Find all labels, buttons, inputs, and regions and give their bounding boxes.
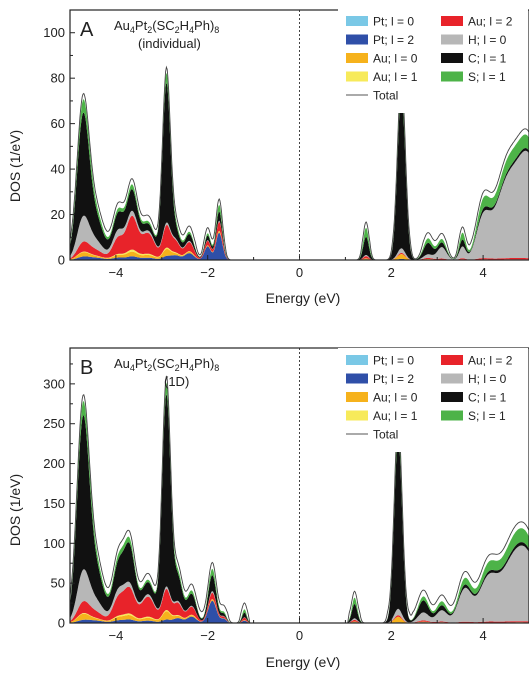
panel-b-xlabel: Energy (eV)	[266, 654, 341, 670]
legend-label: Au; l = 1	[373, 70, 418, 84]
y-tick-label: 250	[43, 416, 65, 431]
legend-label: C; l = 1	[468, 52, 507, 66]
legend-swatch	[441, 16, 463, 26]
dos-total-line	[70, 375, 529, 623]
dos-area-h	[70, 545, 529, 623]
x-tick-label: −2	[200, 628, 215, 643]
x-tick-label: 0	[296, 628, 303, 643]
panel-b: −4 −2 0 2 4 0 50 100 150 200 250 300 B Au4Pt2(SC2H4…	[7, 347, 529, 670]
legend-label: Pt; l = 2	[373, 372, 414, 386]
legend-label: Au; l = 1	[373, 409, 418, 423]
legend-swatch	[441, 355, 463, 365]
legend-swatch	[441, 410, 463, 421]
y-tick-label: 100	[43, 25, 65, 40]
legend-swatch	[346, 16, 368, 26]
panel-a-frame	[69, 9, 529, 261]
legend-swatch	[441, 392, 463, 402]
y-tick-label: 150	[43, 496, 65, 511]
legend-label: Total	[373, 89, 398, 103]
legend-label: Au; l = 2	[468, 15, 513, 29]
x-tick-label: 4	[479, 265, 486, 280]
x-tick-label: 4	[479, 628, 486, 643]
panel-a-subtitle: (individual)	[138, 36, 201, 51]
x-tick-label: 0	[296, 265, 303, 280]
legend-label: H; l = 0	[468, 372, 507, 386]
legend-label: Total	[373, 428, 398, 442]
panel-b-formula: Au4Pt2(SC2H4Ph)8	[114, 356, 219, 373]
legend-label: Au; l = 0	[373, 52, 418, 66]
legend-swatch	[346, 355, 368, 365]
y-tick-label: 300	[43, 376, 65, 391]
legend-background	[338, 9, 528, 113]
x-tick-label: −4	[108, 265, 123, 280]
legend-swatch	[441, 71, 463, 82]
panel-b-legend: Pt; l = 0 Au; l = 2 Pt; l = 2 H; l = 0 Au; l…	[338, 348, 528, 452]
legend-label: Pt; l = 0	[373, 15, 414, 29]
panel-b-ylabel: DOS (1/eV)	[7, 474, 23, 546]
legend-label: Au; l = 0	[373, 391, 418, 405]
panel-b-letter: B	[80, 357, 93, 379]
panel-a-formula: Au4Pt2(SC2H4Ph)8	[114, 18, 219, 35]
legend-label: S; l = 1	[468, 70, 506, 84]
panel-a-legend: Pt; l = 0 Au; l = 2 Pt; l = 2 H; l = 0 Au; l…	[338, 9, 528, 113]
legend-swatch	[346, 410, 368, 421]
y-tick-label: 40	[51, 162, 65, 177]
panel-b-subtitle: (1D)	[164, 374, 189, 389]
dos-area-h	[70, 150, 529, 260]
y-tick-label: 0	[58, 253, 65, 268]
dos-total-line	[70, 65, 529, 260]
legend-label: Pt; l = 2	[373, 33, 414, 47]
y-tick-label: 200	[43, 456, 65, 471]
dos-area-c	[70, 82, 529, 260]
legend-label: S; l = 1	[468, 409, 506, 423]
legend-swatch	[346, 34, 368, 45]
legend-swatch	[346, 373, 368, 384]
legend-swatch	[346, 392, 368, 402]
panel-a-letter: A	[80, 19, 94, 41]
y-tick-label: 0	[58, 616, 65, 631]
y-tick-label: 100	[43, 536, 65, 551]
dos-area-c	[70, 393, 529, 623]
legend-swatch	[441, 53, 463, 63]
x-tick-label: −4	[108, 628, 123, 643]
legend-swatch	[346, 71, 368, 82]
y-tick-label: 60	[51, 116, 65, 131]
dos-area-au2	[70, 215, 529, 260]
y-tick-label: 80	[51, 71, 65, 86]
dos-area-au2	[70, 586, 529, 623]
legend-label: Pt; l = 0	[373, 354, 414, 368]
panel-b-ticks: −4 −2 0 2 4 0 50 100 150 200 250 300	[43, 363, 529, 643]
legend-swatch	[441, 373, 463, 384]
y-tick-label: 50	[51, 576, 65, 591]
x-tick-label: −2	[200, 265, 215, 280]
legend-label: H; l = 0	[468, 33, 507, 47]
x-tick-label: 2	[388, 628, 395, 643]
panel-b-frame	[69, 347, 529, 624]
panel-a-ylabel: DOS (1/eV)	[7, 130, 23, 202]
legend-swatch	[346, 53, 368, 63]
panel-a-xlabel: Energy (eV)	[266, 290, 341, 306]
legend-label: C; l = 1	[468, 391, 507, 405]
legend-label: Au; l = 2	[468, 354, 513, 368]
legend-background	[338, 348, 528, 452]
x-tick-label: 2	[388, 265, 395, 280]
y-tick-label: 20	[51, 207, 65, 222]
legend-swatch	[441, 34, 463, 45]
